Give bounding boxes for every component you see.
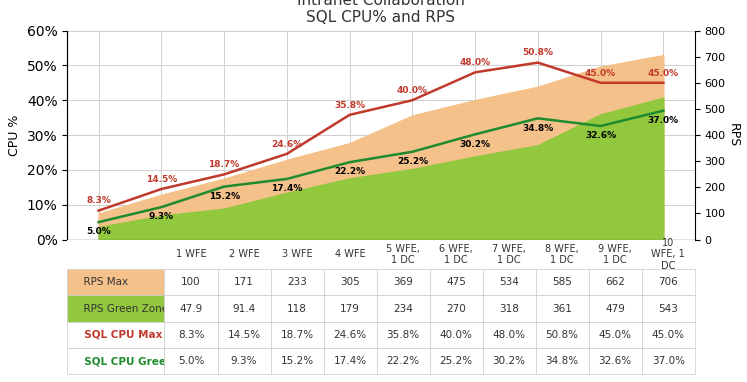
Text: 45.0%: 45.0% (648, 69, 679, 78)
Text: 17.4%: 17.4% (271, 184, 303, 193)
Title: Intranet Collaboration
SQL CPU% and RPS: Intranet Collaboration SQL CPU% and RPS (297, 0, 465, 25)
Text: 25.2%: 25.2% (397, 157, 428, 166)
Text: 50.8%: 50.8% (522, 49, 554, 57)
Text: 32.6%: 32.6% (585, 131, 616, 140)
Text: 48.0%: 48.0% (459, 58, 491, 67)
Text: 8.3%: 8.3% (86, 196, 111, 206)
Y-axis label: RPS: RPS (726, 123, 740, 147)
Text: 9.3%: 9.3% (149, 212, 174, 222)
Text: 24.6%: 24.6% (271, 140, 303, 149)
Text: 18.7%: 18.7% (208, 160, 240, 169)
Text: 15.2%: 15.2% (208, 192, 240, 201)
Y-axis label: CPU %: CPU % (8, 114, 21, 156)
Text: 34.8%: 34.8% (522, 123, 554, 133)
Text: 40.0%: 40.0% (397, 86, 428, 95)
Text: 35.8%: 35.8% (334, 100, 365, 110)
Text: 30.2%: 30.2% (459, 139, 491, 149)
Text: 37.0%: 37.0% (648, 116, 679, 125)
Text: 5.0%: 5.0% (86, 227, 111, 236)
Text: 45.0%: 45.0% (585, 69, 616, 78)
Text: 22.2%: 22.2% (334, 167, 365, 176)
Text: 14.5%: 14.5% (146, 175, 177, 184)
